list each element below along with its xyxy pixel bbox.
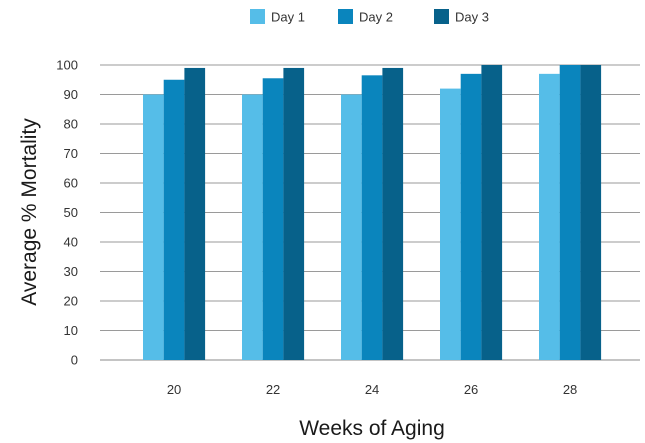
bar-day-3-26 — [481, 65, 503, 360]
y-tick-label: 60 — [64, 176, 78, 191]
bar-day-3-28 — [580, 65, 602, 360]
legend-label: Day 2 — [359, 10, 393, 25]
bar-day-2-28 — [559, 65, 581, 360]
bar-day-3-24 — [382, 67, 404, 360]
bar-day-1-22 — [242, 94, 263, 360]
y-tick-label: 0 — [71, 353, 78, 368]
y-tick-label: 80 — [64, 117, 78, 132]
bar-day-1-26 — [440, 88, 461, 360]
bar-day-3-20 — [184, 67, 206, 360]
y-tick-label: 20 — [64, 294, 78, 309]
x-tick-label: 28 — [563, 382, 577, 397]
bar-day-1-28 — [539, 73, 560, 360]
bar-day-2-24 — [361, 75, 383, 360]
x-tick-label: 26 — [464, 382, 478, 397]
y-axis-ticks: 0 10 20 30 40 50 60 70 80 90 100 — [56, 58, 78, 368]
legend-label: Day 1 — [271, 10, 305, 25]
bar-day-1-24 — [341, 94, 362, 360]
x-tick-label: 24 — [365, 382, 379, 397]
y-tick-label: 90 — [64, 87, 78, 102]
legend-label: Day 3 — [455, 10, 489, 25]
y-tick-label: 50 — [64, 205, 78, 220]
bar-day-2-20 — [163, 79, 185, 360]
x-tick-label: 22 — [266, 382, 280, 397]
x-axis-ticks: 20 22 24 26 28 — [167, 382, 577, 397]
y-tick-label: 70 — [64, 146, 78, 161]
bars — [143, 65, 602, 361]
legend-swatch — [338, 9, 353, 24]
bar-day-1-20 — [143, 94, 164, 360]
bar-day-2-22 — [262, 78, 284, 361]
y-tick-label: 10 — [64, 323, 78, 338]
bar-day-3-22 — [283, 67, 305, 360]
y-axis-title: Average % Mortality — [18, 118, 41, 306]
bar-day-2-26 — [460, 73, 482, 360]
y-tick-label: 30 — [64, 264, 78, 279]
y-tick-label: 100 — [56, 58, 78, 73]
legend-swatch — [250, 9, 265, 24]
legend-swatch — [434, 9, 449, 24]
y-tick-label: 40 — [64, 235, 78, 250]
x-tick-label: 20 — [167, 382, 181, 397]
x-axis-title: Weeks of Aging — [299, 417, 445, 440]
legend: Day 1 Day 2 Day 3 — [250, 9, 489, 25]
